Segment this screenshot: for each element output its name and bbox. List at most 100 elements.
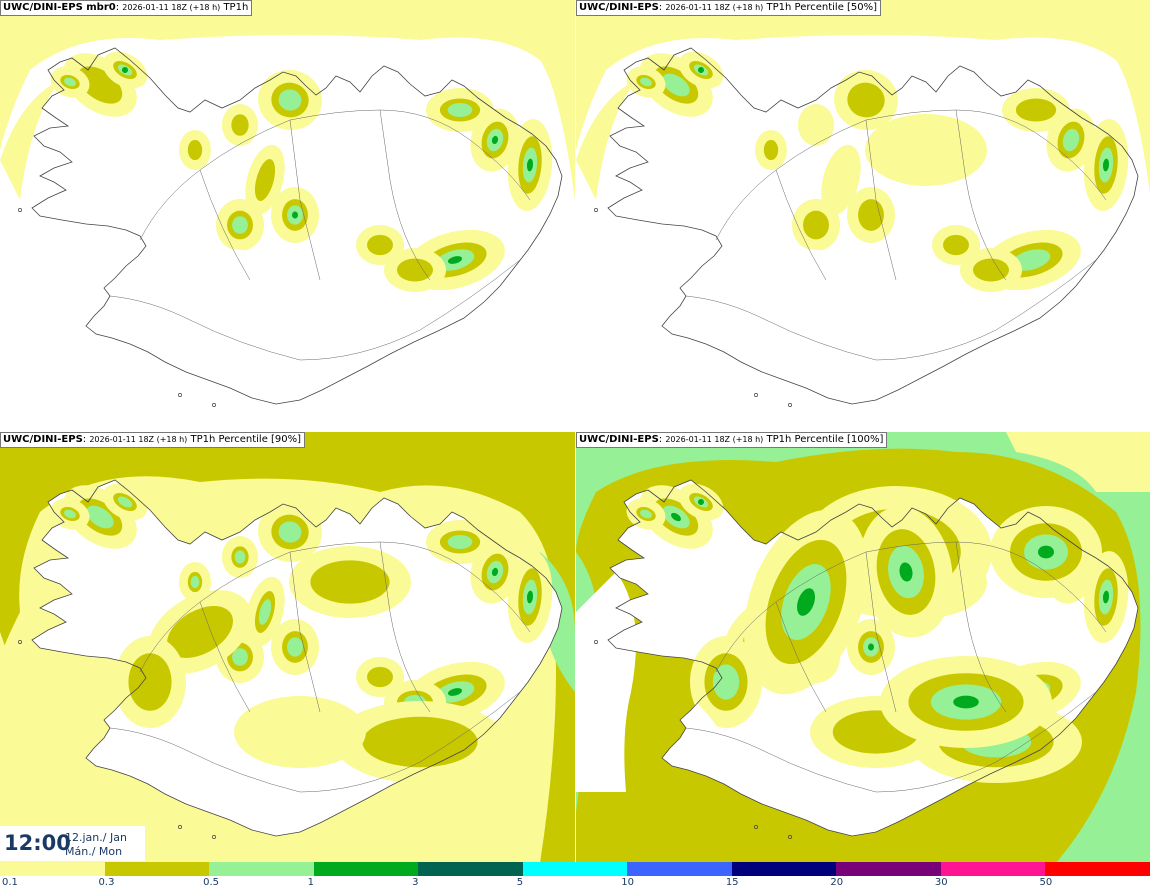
- precip-map: [0, 0, 575, 431]
- island: [594, 640, 598, 644]
- ocean-precip-area: [576, 0, 1150, 193]
- precip-contour: [447, 102, 473, 118]
- road-line: [199, 169, 251, 281]
- map-panel-p100: UWC/DINI-EPS: 2026-01-11 18Z (+18 h) TP1…: [576, 432, 1150, 862]
- legend-color-bin: [418, 862, 524, 876]
- precip-contour: [254, 159, 276, 201]
- precip-contour: [234, 696, 366, 768]
- island: [594, 208, 598, 212]
- precip-contour: [258, 599, 272, 625]
- road-line: [139, 109, 531, 241]
- road-line: [955, 541, 1007, 713]
- precip-contour: [167, 606, 233, 658]
- legend-color-bin: [522, 862, 628, 876]
- road-line: [685, 259, 1097, 361]
- panel-divider: [0, 431, 1150, 432]
- island: [18, 640, 22, 644]
- island: [178, 825, 182, 829]
- precip-contour: [640, 509, 652, 519]
- coastline: [607, 47, 1139, 405]
- road-line: [379, 541, 431, 713]
- precip-contour: [367, 666, 393, 688]
- legend-tick-label: 0.5: [203, 877, 219, 888]
- precip-contour: [797, 588, 815, 616]
- precip-contour: [858, 199, 884, 231]
- coastline: [31, 479, 563, 837]
- precip-contour: [278, 521, 302, 543]
- road-line: [139, 541, 531, 673]
- precip-contour: [64, 77, 76, 87]
- precip-contour: [397, 258, 433, 282]
- precip-contour: [953, 695, 979, 709]
- ocean-precip-area: [576, 80, 636, 200]
- precip-contour: [64, 509, 76, 519]
- legend-color-bin: [940, 862, 1046, 876]
- road-line: [955, 109, 1007, 281]
- road-line: [289, 551, 321, 713]
- precip-contour: [117, 496, 133, 508]
- dry-area: [676, 702, 736, 766]
- precip-contour: [973, 258, 1009, 282]
- ocean-precip-area: [0, 80, 60, 200]
- panel-title: UWC/DINI-EPS: 2026-01-11 18Z (+18 h) TP1…: [576, 0, 882, 16]
- precip-contour: [1038, 545, 1054, 559]
- precip-contour: [190, 575, 200, 589]
- precip-contour: [1015, 98, 1057, 122]
- island: [212, 403, 216, 407]
- road-line: [379, 109, 431, 281]
- precip-contour: [447, 256, 463, 264]
- precip-contour: [640, 77, 652, 87]
- road-line: [775, 601, 827, 713]
- precip-contour: [278, 89, 302, 111]
- precip-contour: [798, 104, 834, 146]
- precip-contour: [1102, 158, 1110, 172]
- road-line: [865, 119, 897, 281]
- valid-time: 12:00: [4, 831, 71, 855]
- land-precip-field: [626, 51, 1129, 292]
- precip-contour: [821, 144, 861, 216]
- valid-date: 12.jan./ Jan: [65, 831, 127, 844]
- precip-contour: [662, 73, 690, 97]
- legend-tick-label: 3: [412, 877, 419, 888]
- ocean-dry-area: [576, 572, 636, 792]
- legend-tick-label: 15: [725, 877, 739, 888]
- dry-area: [178, 248, 330, 330]
- precip-map: [0, 432, 575, 862]
- precip-contour: [310, 560, 390, 604]
- precip-contour: [231, 114, 249, 136]
- precip-contour: [232, 216, 248, 234]
- map-panel-mbr0: UWC/DINI-EPS mbr0: 2026-01-11 18Z (+18 h…: [0, 0, 575, 431]
- precip-contour: [447, 534, 473, 550]
- road-line: [289, 119, 321, 281]
- precip-contour: [847, 82, 885, 118]
- precip-contour: [698, 67, 704, 73]
- legend-color-bin: [836, 862, 942, 876]
- precip-contour: [1062, 128, 1080, 152]
- coastline: [607, 479, 1139, 837]
- legend-color-bin: [104, 862, 210, 876]
- legend-tick-label: 0.1: [2, 877, 18, 888]
- valid-weekday: Mán./ Mon: [65, 845, 123, 858]
- ocean-precip-area: [1006, 432, 1150, 492]
- precip-contour: [491, 135, 499, 145]
- precip-contour: [865, 114, 987, 186]
- island: [754, 393, 758, 397]
- precip-contour: [362, 716, 478, 768]
- road-line: [775, 169, 827, 281]
- road-line: [865, 551, 897, 713]
- precip-contour: [187, 139, 203, 161]
- ocean-precip-area: [480, 432, 575, 552]
- precip-contour: [803, 210, 829, 240]
- legend-tick-label: 30: [934, 877, 948, 888]
- coastline: [31, 47, 563, 405]
- precip-contour: [671, 512, 681, 522]
- legend-color-bin: [0, 862, 106, 876]
- precip-contour: [447, 688, 463, 696]
- precip-contour: [868, 643, 874, 651]
- road-line: [715, 541, 1107, 673]
- legend-color-bin: [731, 862, 837, 876]
- dry-area: [754, 248, 906, 330]
- legend-tick-label: 20: [830, 877, 844, 888]
- precip-map: [576, 0, 1150, 431]
- legend-tick-label: 0.3: [98, 877, 115, 888]
